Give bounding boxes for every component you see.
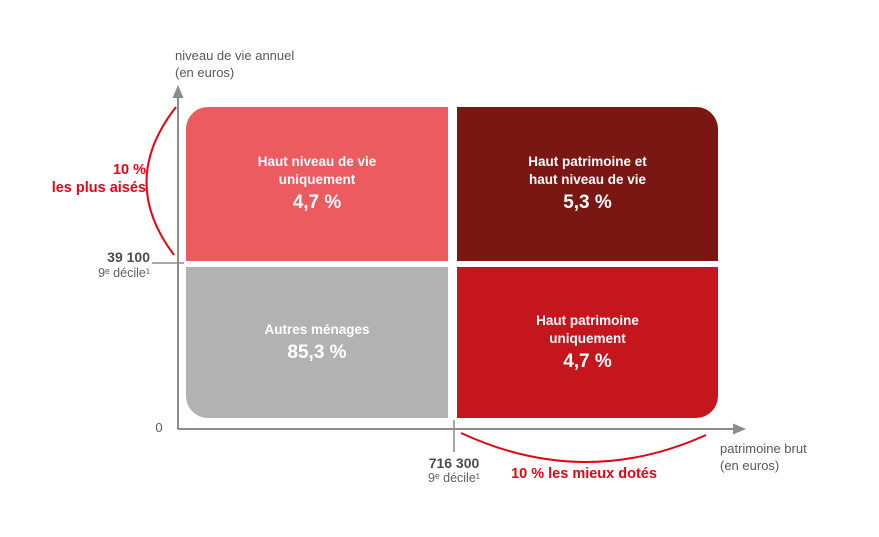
y-tick-subscript: 9ᵉ décile¹ — [98, 266, 150, 280]
left-bracket-arc — [145, 106, 177, 256]
annotation-mieux-dotes: 10 % les mieux dotés — [511, 466, 657, 482]
quadrant-autres-menages: Autres ménages 85,3 % — [186, 267, 448, 418]
y-axis-arrow-icon — [172, 85, 184, 98]
quadrant-value: 4,7 % — [292, 192, 342, 213]
quadrant-label: Haut patrimoine — [536, 312, 639, 328]
x-axis-title-line1: patrimoine brut — [720, 441, 807, 456]
x-tick-subscript: 9ᵉ décile¹ — [428, 471, 480, 485]
x-axis-title-line2: (en euros) — [720, 458, 780, 473]
y-axis-title-line1: niveau de vie annuel — [175, 48, 295, 63]
annotation-plus-aises-line1: 10 % — [112, 162, 146, 178]
quadrant-value: 4,7 % — [563, 350, 612, 372]
annotation-plus-aises: 10 % les plus aisés — [28, 161, 146, 197]
origin-label: 0 — [155, 420, 163, 435]
quadrant-value: 85,3 % — [287, 341, 347, 363]
quadrant-label: Haut niveau de vie — [257, 154, 377, 169]
y-axis-title: niveau de vie annuel (en euros) — [175, 47, 294, 81]
y-tick-value: 39 100 — [107, 249, 150, 265]
quadrant-haut-patrimoine-et-niveau-de-vie: Haut patrimoine et haut niveau de vie 5,… — [457, 107, 718, 261]
x-axis-title: patrimoine brut (en euros) — [720, 440, 807, 474]
quadrant-label: haut niveau de vie — [528, 172, 647, 187]
quadrant-label: Autres ménages — [264, 321, 370, 337]
quadrant-label: Haut patrimoine et — [528, 154, 647, 169]
y-axis-title-line2: (en euros) — [175, 65, 235, 80]
annotation-plus-aises-line2: les plus aisés — [51, 180, 146, 196]
quadrant-haut-niveau-de-vie: Haut niveau de vie uniquement 4,7 % — [186, 107, 448, 261]
x-axis-arrow-icon — [733, 423, 746, 435]
x-tick-value: 716 300 — [428, 455, 480, 471]
bottom-bracket-arc — [460, 432, 707, 463]
quadrant-label: uniquement — [278, 172, 356, 187]
quadrant-value: 5,3 % — [563, 192, 612, 213]
quadrant-haut-patrimoine: Haut patrimoine uniquement 4,7 % — [457, 267, 718, 418]
quadrant-label: uniquement — [549, 330, 626, 346]
